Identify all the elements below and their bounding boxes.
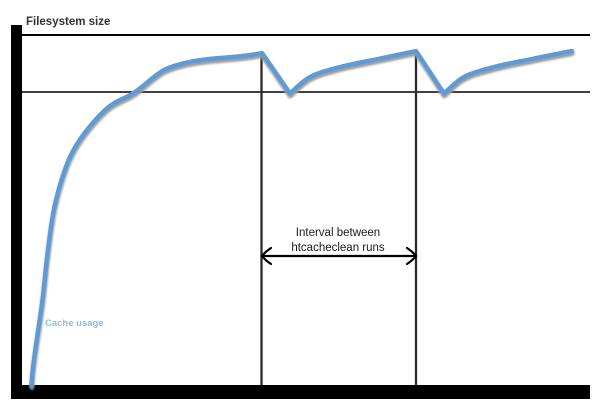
svg-text:htcacheclean runs: htcacheclean runs <box>291 242 385 254</box>
svg-text:Filesystem size: Filesystem size <box>26 16 110 28</box>
svg-text:Cache usage: Cache usage <box>45 318 104 329</box>
svg-text:Interval between: Interval between <box>296 227 380 239</box>
